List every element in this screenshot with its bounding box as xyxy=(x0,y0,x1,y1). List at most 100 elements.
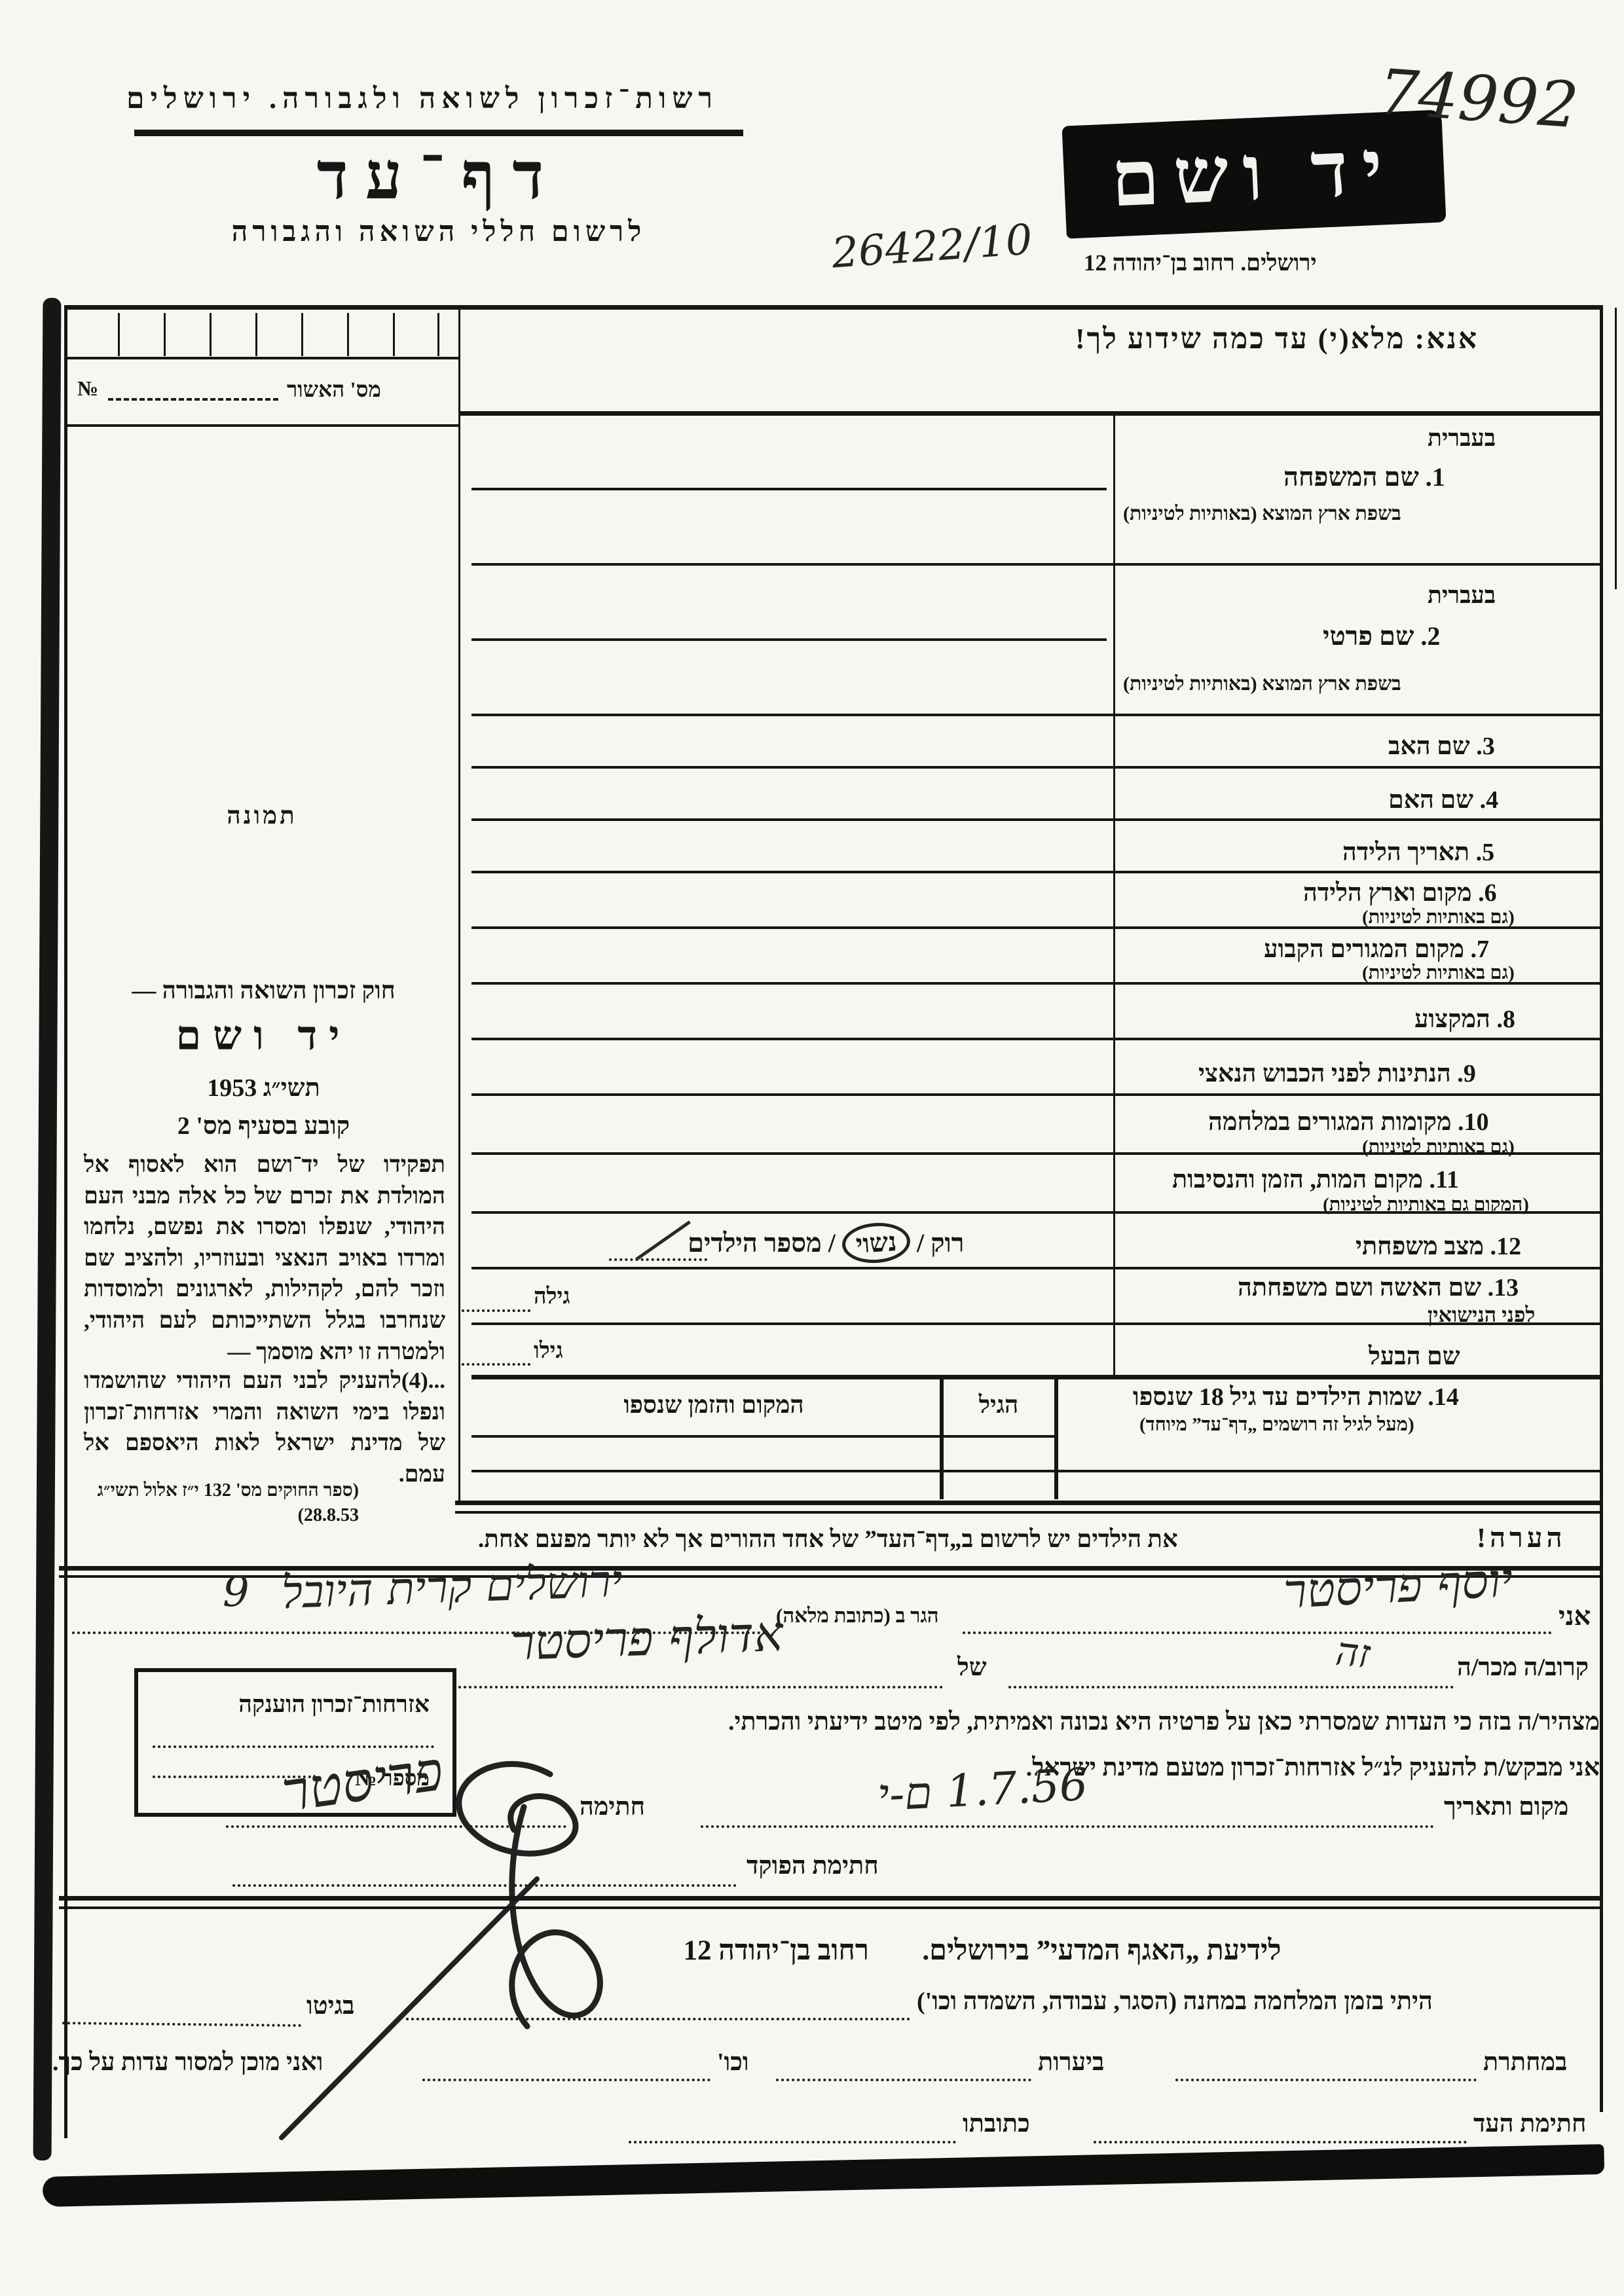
place-date-label: מקום ותאריך xyxy=(1444,1793,1569,1821)
marital-single-option: רוק / xyxy=(916,1228,965,1258)
fill-in-prompt: אנא: מלא(י) עד כמה שידוע לך! xyxy=(1075,323,1479,355)
law-body: תפקידו של יד־ושם הוא לאסוף אל המולדת את … xyxy=(84,1152,445,1364)
i-label: אני xyxy=(1559,1601,1591,1631)
form-top-border xyxy=(64,305,1603,310)
office-address-line: ירושלים. רחוב בן־יהודה 12 xyxy=(1084,250,1317,276)
sidebar-divider xyxy=(458,305,460,1503)
husband-age-label: גילו xyxy=(534,1339,563,1363)
underground-dots xyxy=(1175,2079,1477,2081)
field5-title: 5. תאריך הלידה xyxy=(1342,839,1495,866)
line-surname-latin xyxy=(471,563,1600,566)
tick-2 xyxy=(164,313,166,356)
wife-age-label: גילה xyxy=(534,1285,570,1309)
field7-title: 7. מקום המגורים הקבוע xyxy=(1264,936,1490,963)
field2-sub: בשפת ארץ המוצא (באותיות לטיניות) xyxy=(1123,673,1401,695)
relation-label: קרוב/ה מכר/ה xyxy=(1457,1654,1589,1681)
line-profession xyxy=(471,1038,1600,1040)
declaration-text: מצהיר/ה בזה כי העדות שמסרתי כאן על פרטיה… xyxy=(728,1708,1600,1736)
line-birthdate xyxy=(471,871,1600,873)
form-left-border xyxy=(64,305,67,2138)
notice-text: לידיעת „האגף המדעי” בירושלים. xyxy=(922,1935,1282,1966)
hand-slash-mark xyxy=(635,1220,691,1261)
field3-title: 3. שם האב xyxy=(1388,733,1495,760)
address-number-handwriting: 9 xyxy=(223,1568,249,1616)
law-title: חוק זכרון השואה והגבורה — xyxy=(132,977,396,1004)
request-text: אני מבקש/ת להעניק לנ״ל אזרחות־זכרון מטעם… xyxy=(1025,1754,1600,1781)
field13-title: 13. שם האשה ושם משפחתה xyxy=(1238,1274,1519,1302)
note-bottom-rule-2 xyxy=(59,1575,1600,1578)
field4-title: 4. שם האם xyxy=(1388,786,1499,814)
table-row-rule-2 xyxy=(471,1470,1600,1472)
field10-title: 10. מקומות המגורים במלחמה xyxy=(1208,1108,1489,1136)
prompt-underline xyxy=(458,411,1600,416)
official-signature-label: חתימת הפוקד xyxy=(747,1852,879,1880)
line-surname-hebrew xyxy=(471,488,1107,490)
field6-title: 6. מקום וארץ הלידה xyxy=(1303,879,1497,907)
ready-to-testify-label: ואני מוכן למסור עדות על כך. xyxy=(52,2049,323,2076)
table-header-age: הגיל xyxy=(978,1392,1019,1419)
witness-name-handwriting: יוסף פריסטר xyxy=(1282,1552,1515,1620)
field1-sub: בשפת ארץ המוצא (באותיות לטיניות) xyxy=(1123,503,1401,524)
his-address-label: כתובתו xyxy=(963,2110,1030,2138)
form-right-outer-border xyxy=(1615,308,1617,589)
marital-row: רוק / נשוי / מספר הילדים xyxy=(688,1220,965,1266)
marital-married-option: נשוי xyxy=(840,1220,912,1266)
subject-name-handwriting: אדולף פריסטר xyxy=(509,1605,784,1672)
line-death-place xyxy=(471,1211,1600,1214)
note-text: את הילדים יש לרשום ב„דף־העד” של אחד ההור… xyxy=(478,1526,1178,1553)
place-date-dots xyxy=(701,1825,1434,1828)
citizenship-box-number-line xyxy=(153,1776,316,1778)
tick-1 xyxy=(118,313,120,356)
etc-dots xyxy=(422,2079,710,2081)
law-name: יד ושם xyxy=(175,1014,352,1059)
tick-5 xyxy=(301,313,303,356)
husband-age-dots xyxy=(462,1363,530,1366)
etc-label: וכו' xyxy=(717,2049,749,2076)
cert-number-label: מס' האשור xyxy=(287,378,381,402)
address-dots xyxy=(72,1631,766,1634)
his-address-dots xyxy=(629,2141,956,2143)
tick-6 xyxy=(347,313,349,356)
corner-number-handwriting: 74992 xyxy=(1376,55,1581,143)
field14-sub: (מעל לגיל זה רושמים „דף־עד” מיוחד) xyxy=(1139,1414,1414,1435)
field1-lang-label: בעברית xyxy=(1428,425,1496,451)
authority-line: רשות־זכרון לשואה ולגבורה. ירושלים xyxy=(126,82,718,115)
table-row-rule-1 xyxy=(471,1435,1054,1438)
line-marital xyxy=(471,1267,1600,1269)
line-firstname-hebrew xyxy=(471,638,1107,641)
line-wife-name xyxy=(471,1322,1600,1325)
subject-name-dots xyxy=(458,1686,943,1688)
line-mother xyxy=(471,818,1600,821)
line-table-top xyxy=(471,1375,1600,1379)
relation-dots xyxy=(1008,1686,1454,1688)
official-signature-dots xyxy=(232,1884,737,1887)
line-father xyxy=(471,766,1600,769)
field6-sub: (גם באותיות לטיניות) xyxy=(1362,907,1515,928)
table-header-place: המקום והזמן שנספו xyxy=(623,1392,804,1419)
photo-placeholder-label: תמונה xyxy=(227,803,297,829)
field9-title: 9. הנתינות לפני הכבוש הנאצי xyxy=(1198,1060,1476,1087)
form-title: דף־עד xyxy=(316,140,561,213)
field14-title: 14. שמות הילדים עד גיל 18 שנספו xyxy=(1133,1383,1459,1411)
forests-label: ביערות xyxy=(1038,2049,1105,2076)
tick-4 xyxy=(255,313,257,356)
law-section: קובע בסעיף מס' 2 xyxy=(177,1112,350,1140)
yad-vashem-logo-text: יד ושם xyxy=(1109,124,1399,223)
signature-dots xyxy=(226,1825,566,1828)
camp-line-dots xyxy=(406,2018,910,2020)
line-birthplace xyxy=(471,926,1600,929)
address-label: הגר ב (כתובת מלאה) xyxy=(776,1604,939,1627)
field11-title: 11. מקום המות, הזמן והנסיבות xyxy=(1172,1166,1459,1194)
witness-signature-label: חתימת העד xyxy=(1473,2110,1587,2138)
field2-lang-label: בעברית xyxy=(1428,582,1496,608)
label-column-divider xyxy=(1113,412,1115,1375)
field7-sub: (גם באותיות לטיניות) xyxy=(1362,962,1515,983)
witness-signature-scrawl xyxy=(279,1760,603,2140)
table-col-divider-age-right xyxy=(1054,1375,1058,1499)
notice-address: רחוב בן־יהודה 12 xyxy=(683,1935,869,1966)
form-subtitle: לרשום חללי השואה והגבורה xyxy=(231,217,646,247)
marital-children-dots xyxy=(609,1258,707,1261)
cert-number-sign: № xyxy=(77,376,99,400)
signature-label: חתימה xyxy=(580,1793,646,1821)
